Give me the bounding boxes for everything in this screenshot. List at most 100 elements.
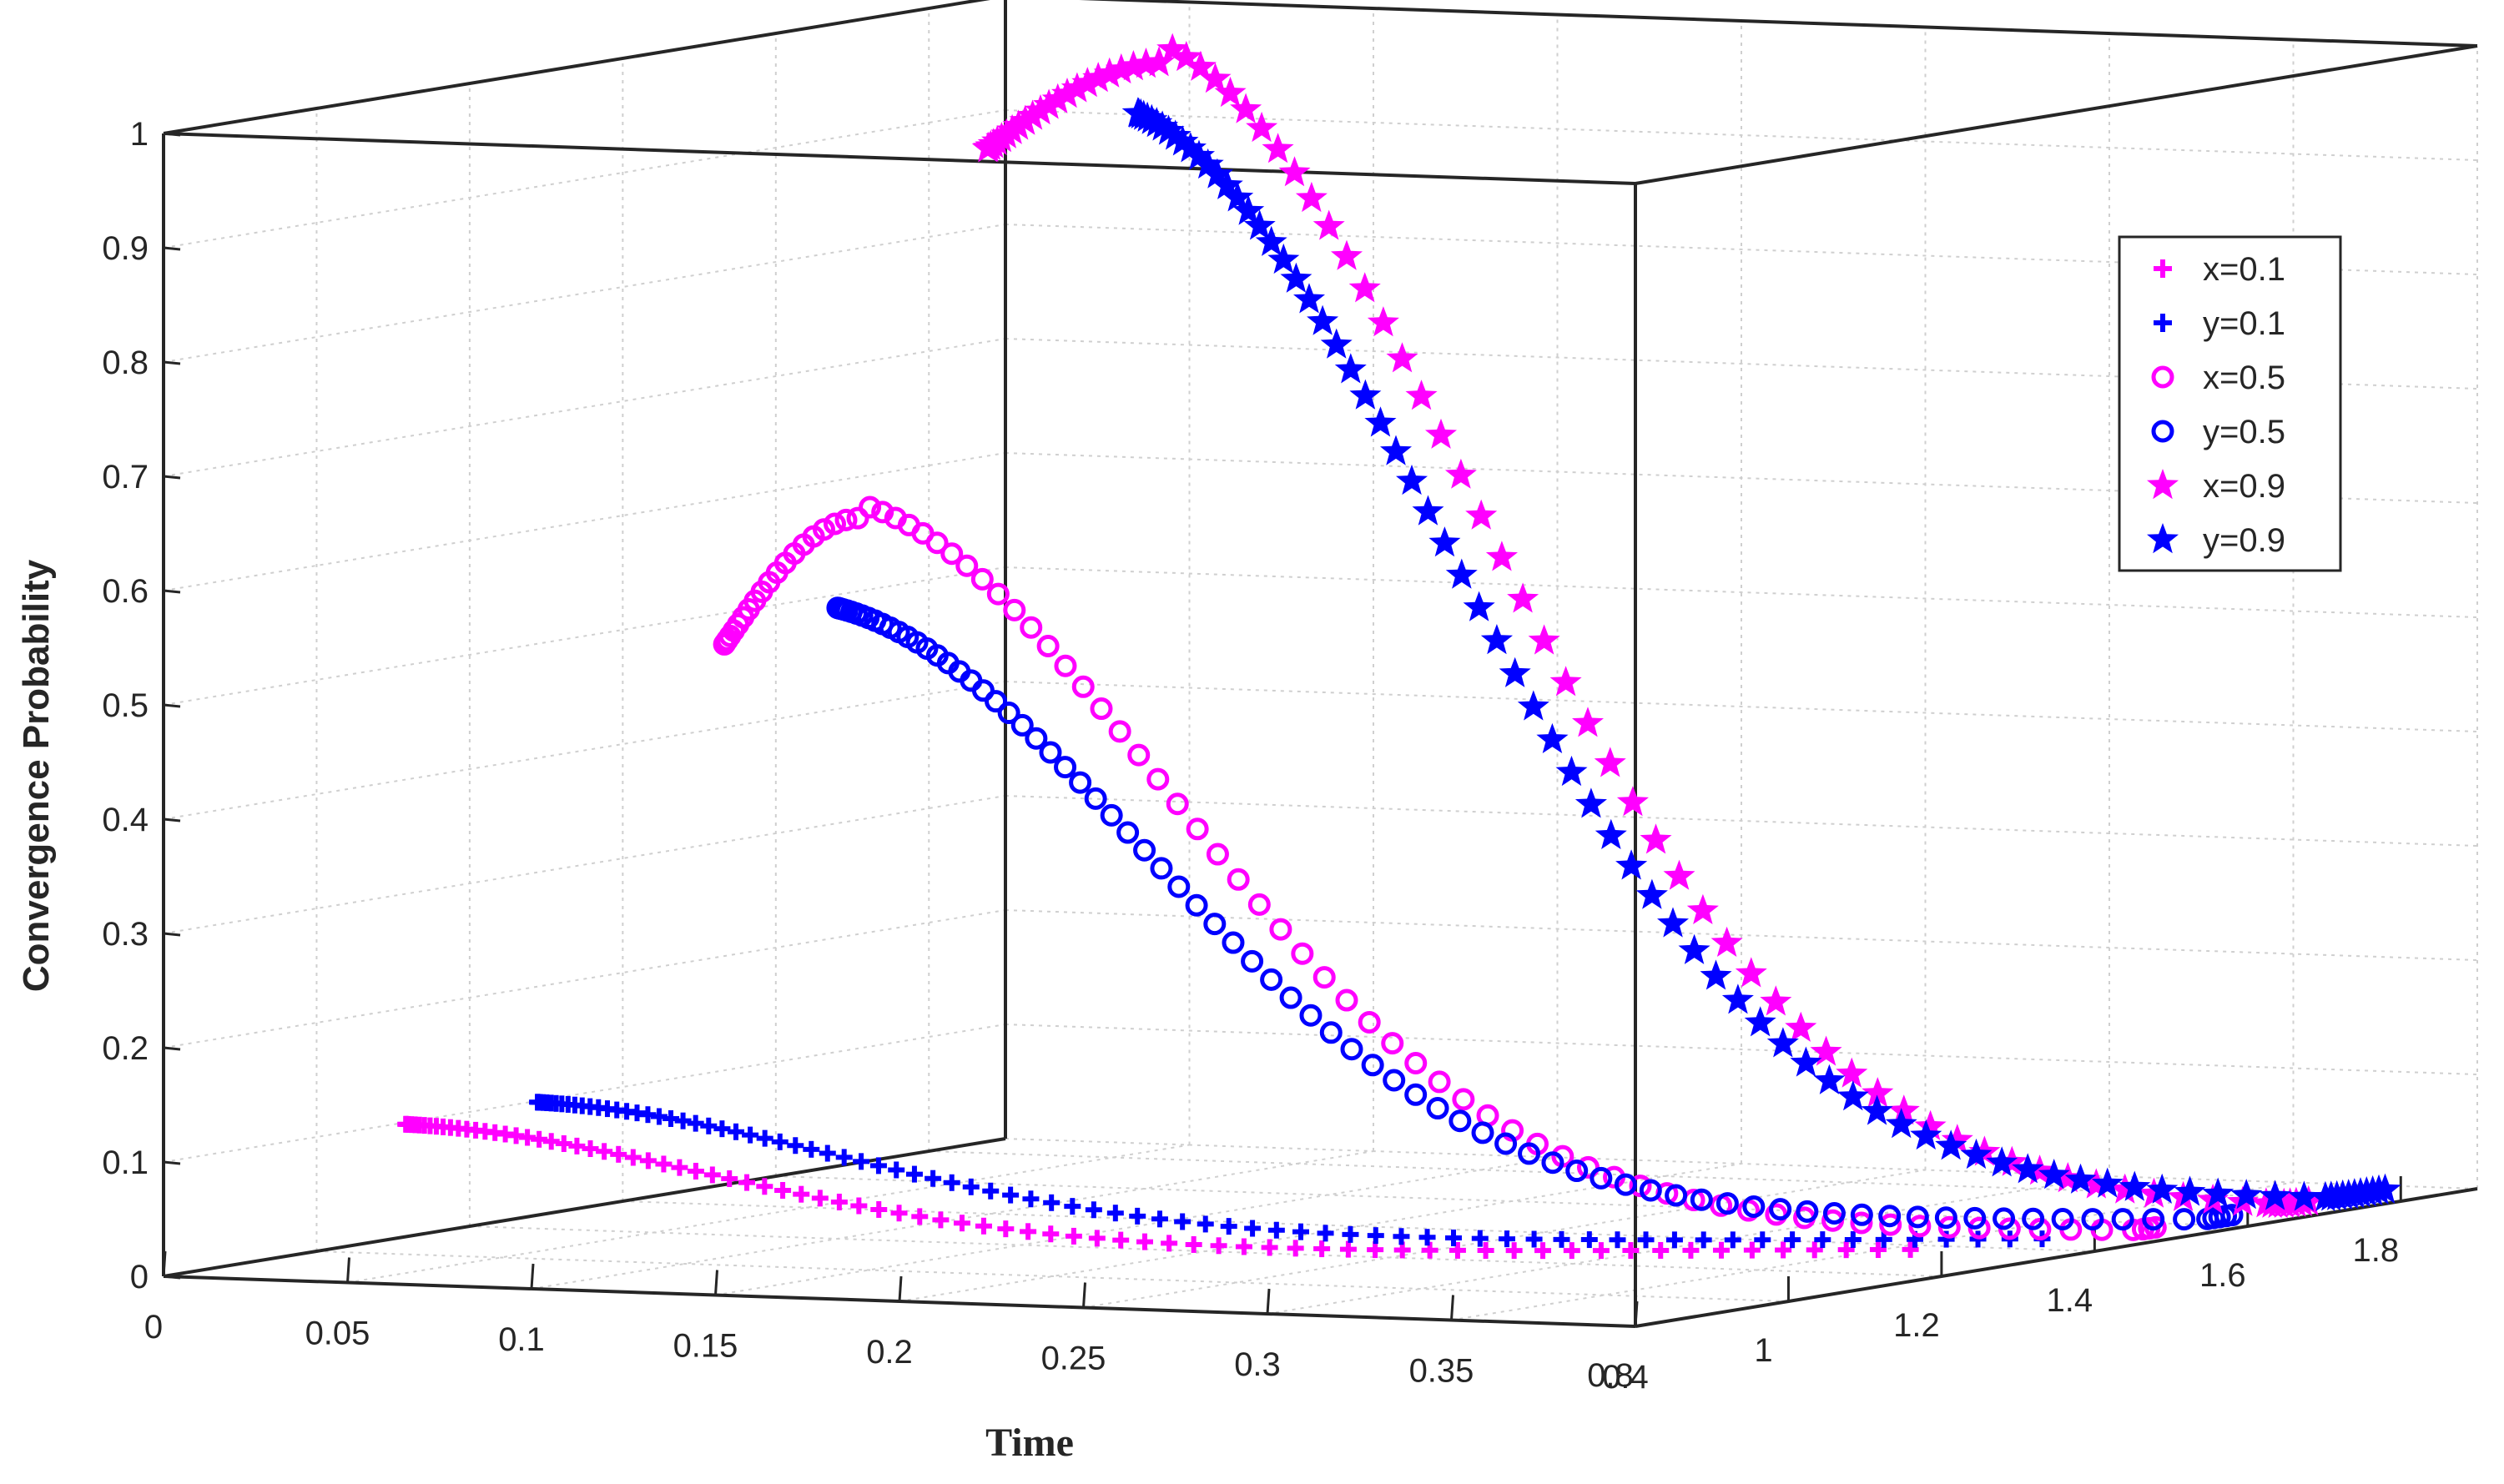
data-point xyxy=(1342,1225,1359,1243)
data-point xyxy=(925,1170,942,1187)
grid-line xyxy=(347,1144,1190,1284)
data-point xyxy=(1339,1240,1357,1258)
data-point xyxy=(1622,1242,1640,1260)
data-point xyxy=(2259,1180,2291,1210)
data-point xyxy=(819,1144,836,1162)
data-point xyxy=(830,1193,848,1210)
data-point xyxy=(687,1114,704,1132)
grid-line xyxy=(163,224,1006,363)
data-point xyxy=(1136,1233,1153,1250)
x-tick xyxy=(162,1250,167,1277)
data-point xyxy=(1199,63,1232,93)
data-point xyxy=(1785,1011,1817,1042)
data-point xyxy=(1850,1203,1873,1226)
data-point xyxy=(1093,57,1126,88)
z-axis-label: Convergence Probability xyxy=(16,559,57,992)
axis-edge xyxy=(1079,0,2478,48)
data-point xyxy=(1986,1146,2018,1177)
legend-label: x=0.1 xyxy=(2203,251,2285,288)
data-point xyxy=(835,1149,853,1166)
grid-line xyxy=(163,338,1006,477)
data-point xyxy=(1908,1215,1932,1238)
grid-line xyxy=(1005,681,2478,732)
data-point xyxy=(1009,104,1041,135)
data-point xyxy=(1678,933,1710,964)
axis-ticks: 0 0.1 0.2 0.3 0.4 0.5 0.6 0.7 0.8 0.9 1 0 0.05 0.1 0.1… xyxy=(102,116,2402,1396)
data-point xyxy=(1116,821,1140,844)
y-tick-label: 1.2 xyxy=(1893,1307,1940,1344)
data-point xyxy=(1064,1198,1081,1215)
legend-marker xyxy=(2147,523,2179,554)
data-point xyxy=(1744,1006,1776,1037)
x-tick xyxy=(1450,1295,1454,1321)
data-point xyxy=(1960,1138,1993,1170)
data-point xyxy=(1312,966,1336,989)
axis-edge xyxy=(163,132,1636,185)
data-point xyxy=(1340,1038,1363,1061)
data-point xyxy=(1565,1160,1589,1183)
data-point xyxy=(1518,1142,1541,1165)
data-point xyxy=(1166,125,1199,156)
data-point xyxy=(1002,1186,1020,1204)
data-point xyxy=(1471,1121,1494,1144)
data-point xyxy=(1742,1195,1766,1218)
data-point xyxy=(890,1205,908,1222)
data-point xyxy=(997,702,1020,725)
data-point xyxy=(1185,1235,1202,1253)
data-point xyxy=(1639,1179,1662,1202)
data-point xyxy=(1555,755,1588,787)
data-point xyxy=(1652,1241,1670,1259)
data-point xyxy=(2119,1170,2151,1201)
data-point xyxy=(1054,654,1077,677)
data-point xyxy=(1412,495,1444,526)
data-point xyxy=(1020,616,1043,639)
data-point xyxy=(1386,342,1418,373)
data-point xyxy=(1183,139,1215,170)
z-tick xyxy=(163,817,181,822)
data-point xyxy=(2146,1173,2179,1204)
data-point xyxy=(2138,1177,2170,1208)
data-point xyxy=(1494,1132,1518,1155)
data-point xyxy=(1813,1064,1846,1094)
data-point xyxy=(940,542,964,566)
z-tick xyxy=(163,360,181,365)
data-point xyxy=(1615,849,1648,880)
data-point xyxy=(1349,379,1382,410)
data-point xyxy=(2022,1207,2045,1230)
data-point xyxy=(1244,1220,1262,1237)
data-point xyxy=(1536,722,1569,753)
data-point xyxy=(1549,666,1582,697)
data-point xyxy=(1082,62,1115,93)
legend-box xyxy=(2118,235,2342,572)
data-point xyxy=(803,1140,820,1158)
z-tick xyxy=(163,932,181,937)
x-tick-label: 0 xyxy=(144,1309,163,1346)
data-point xyxy=(1367,1241,1384,1259)
data-point xyxy=(1292,1223,1310,1240)
data-point xyxy=(1910,1119,1942,1150)
data-point xyxy=(859,496,882,519)
data-point xyxy=(1875,1230,1892,1248)
data-point xyxy=(1085,1201,1102,1219)
y-tick-label: 0.8 xyxy=(1587,1357,1634,1394)
data-point xyxy=(1278,156,1311,187)
data-point xyxy=(1448,1109,1472,1133)
data-point xyxy=(850,1197,868,1215)
data-point xyxy=(1243,209,1276,240)
data-point xyxy=(971,679,995,702)
data-point xyxy=(2174,1175,2206,1206)
data-point xyxy=(1885,1108,1917,1139)
data-point xyxy=(1743,1241,1761,1259)
z-tick-label: 0.4 xyxy=(102,802,149,838)
data-point xyxy=(1499,656,1531,687)
data-point xyxy=(1071,675,1095,698)
z-tick xyxy=(163,246,181,251)
y-tick-label: 1.8 xyxy=(2352,1232,2399,1269)
legend-marker xyxy=(2154,259,2172,278)
data-point xyxy=(1609,1231,1626,1249)
legend-marker xyxy=(2147,469,2179,500)
data-point xyxy=(943,1174,960,1191)
data-point xyxy=(1837,1241,1855,1259)
data-point xyxy=(1724,1231,1741,1249)
data-point xyxy=(1822,1202,1846,1225)
